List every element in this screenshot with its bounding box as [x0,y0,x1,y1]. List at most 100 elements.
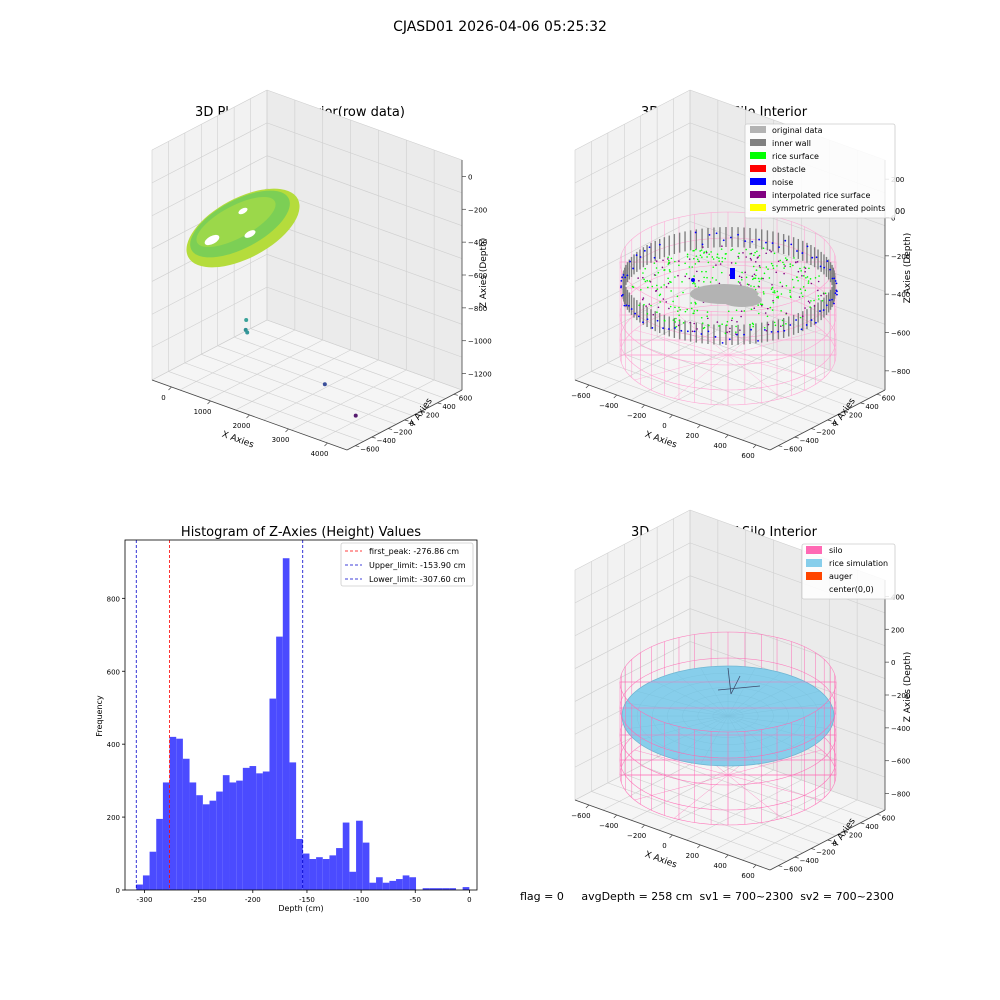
hist-bar [289,762,297,890]
hist-y-tick-label: 0 [116,887,120,895]
hist-bar [149,851,157,890]
grid-line [266,89,463,161]
rice-surface-point [703,252,705,254]
grid-line [657,756,853,828]
z-tick-label: 400 [891,593,904,601]
hist-legend-label: Upper_limit: -153.90 cm [369,561,466,570]
rice-surface-point [799,316,802,319]
hist-bar [262,771,270,890]
x-tick [641,824,645,829]
rice-surface-point [643,278,645,281]
rice-surface-point [721,323,723,325]
x-tick-label: 200 [686,852,699,860]
interpolated-point [817,280,820,283]
noise-point [831,277,834,280]
rice-surface-point [657,271,660,274]
noise-point [834,292,837,295]
grid-line [574,155,691,216]
rice-mesh [674,715,729,760]
hist-bar [222,775,230,890]
interpolated-point [653,274,656,276]
hist-bar [176,738,183,890]
rice-surface-point [678,306,680,309]
raw-x-ticks: 0 1000 2000 3000 4000 [161,386,328,458]
rice-surface-point [656,284,658,287]
rice-surface-point [682,291,684,294]
rice-mesh [727,680,804,717]
interpolated-point [754,261,757,263]
rice-surface-point [644,267,647,270]
rice-surface-point [735,309,738,312]
z-tick-label: −800 [468,305,487,313]
rice-surface-point [801,295,804,298]
rice-surface-point [797,279,799,282]
interpolated-point [641,298,644,301]
interpolated-point [706,317,709,320]
rice-surface-point [721,260,724,263]
interpolated-point [817,289,819,292]
legend-swatch [750,152,766,159]
interpolated-point [662,259,664,262]
y-tick [827,839,832,842]
hist-bar [462,887,470,890]
rice-surface-point [718,257,720,260]
interpolated-point [702,246,704,248]
grid-line [266,122,463,194]
rice-surface-point [720,271,723,274]
grid-line [201,354,397,425]
noise-point [656,319,659,322]
noise-point [648,246,651,249]
grid-line [217,345,413,416]
noise-point [686,330,689,333]
x-tick [613,814,618,819]
interpolated-point [667,282,670,285]
grid-line [574,319,691,381]
sim-z-ticks: 400 200 0 −200 −400 −600 −800 [885,593,910,799]
raw-cloud-gap [238,207,248,215]
grid-line [624,774,820,845]
hist-bar [196,795,203,890]
silo-ring [619,304,837,356]
rice-surface-point [685,273,688,275]
z-tick-label: −400 [891,725,910,733]
interpolated-point [667,258,669,260]
silo-spoke [673,354,729,399]
rice-surface-point [821,299,824,302]
grid-line [689,575,886,646]
noise-point [758,238,761,241]
rice-surface-point [802,286,805,288]
rice-surface-point [741,271,743,274]
rice-surface-point [674,276,676,278]
rice-surface-point [650,304,652,307]
raw-outlier-points [243,317,358,418]
interpolated-point [740,315,742,318]
grid-line [574,608,691,669]
x-tick-label: −200 [627,832,646,840]
hist-bar [156,818,163,890]
noise-point [763,328,766,331]
rice-surface-point [734,262,737,264]
rice-surface-point [712,258,715,260]
rice-surface-point [799,267,801,270]
rice-surface-point [737,257,740,259]
noise-point [642,321,644,324]
rice-surface-point [694,283,696,285]
noise-point [744,240,747,242]
grid-line [574,188,691,249]
x-tick-label: 400 [714,442,727,450]
rice-surface-point [791,278,794,281]
rice-surface-point [697,260,700,263]
grid-line [574,122,691,184]
rice-surface-point [796,276,798,278]
original-data-patch [722,293,762,307]
rice-surface-point [648,280,651,282]
silo-spoke [634,329,729,356]
rice-surface-point [793,257,795,259]
classify-point-cloud [620,227,838,345]
noise-point [810,319,813,321]
raw-axes-box [151,89,463,451]
x-tick [207,400,211,405]
noise-point [714,335,717,338]
rice-surface-point [725,324,728,327]
hist-bar [189,782,197,890]
